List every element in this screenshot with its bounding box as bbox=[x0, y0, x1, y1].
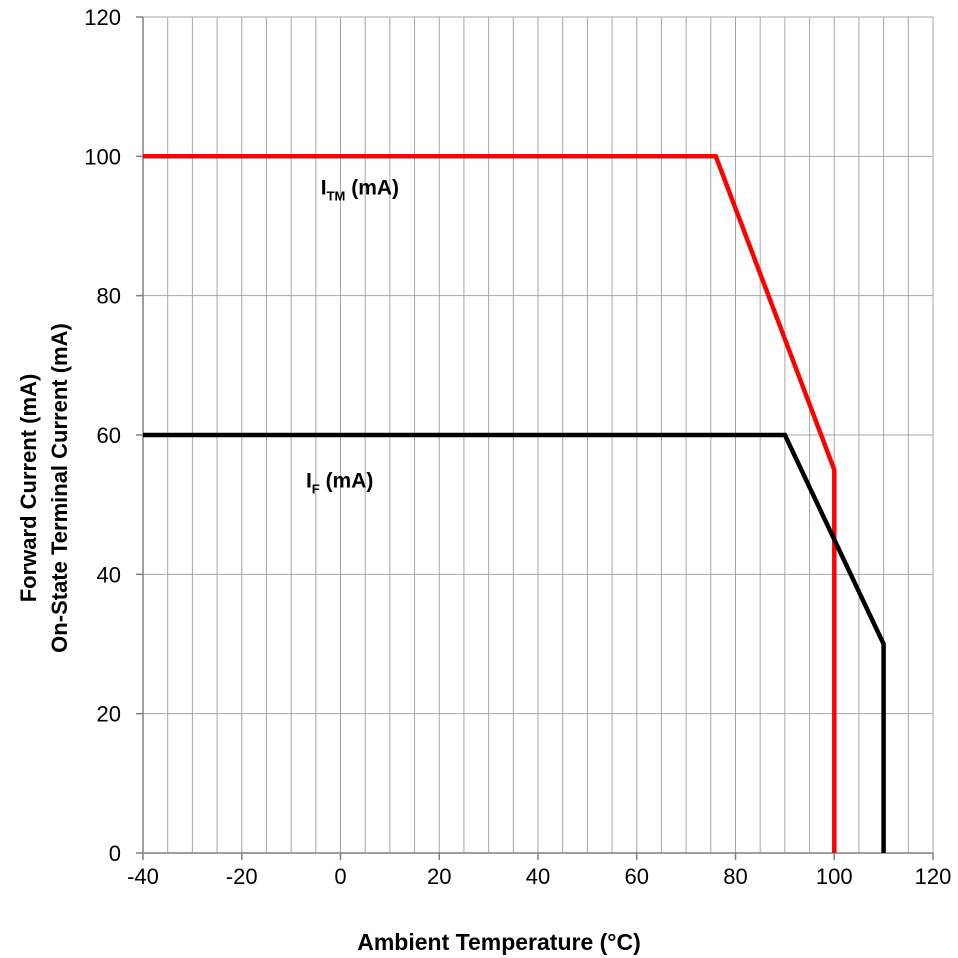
series-label-subscript: F bbox=[312, 481, 320, 496]
y-tick-label: 80 bbox=[97, 284, 121, 309]
x-tick-label: 120 bbox=[915, 864, 952, 889]
x-tick-label: 80 bbox=[723, 864, 747, 889]
series-label-1: IF (mA) bbox=[306, 469, 373, 496]
series-label-subscript: TM bbox=[327, 189, 346, 204]
x-tick-label: 60 bbox=[625, 864, 649, 889]
x-tick-label: -20 bbox=[226, 864, 258, 889]
series-label-unit: (mA) bbox=[345, 177, 399, 200]
x-tick-label: 100 bbox=[816, 864, 853, 889]
x-axis-title: Ambient Temperature (°C) bbox=[357, 929, 641, 955]
y-tick-label: 40 bbox=[97, 562, 121, 587]
series-label-unit: (mA) bbox=[320, 469, 374, 492]
series-lines bbox=[143, 154, 886, 853]
series-label-0: ITM (mA) bbox=[321, 177, 399, 204]
series-label-main: I bbox=[321, 177, 327, 200]
x-tick-label: -40 bbox=[127, 864, 159, 889]
y-axis-title-line1: Forward Current (mA) bbox=[16, 374, 41, 603]
series-line-0 bbox=[143, 154, 837, 853]
x-tick-label: 40 bbox=[526, 864, 550, 889]
y-tick-label: 100 bbox=[84, 144, 121, 169]
axes bbox=[136, 16, 934, 860]
series-line-1 bbox=[143, 432, 886, 853]
y-tick-label: 120 bbox=[84, 5, 121, 30]
y-tick-label: 0 bbox=[109, 841, 121, 866]
x-tick-label: 0 bbox=[334, 864, 346, 889]
tick-labels: -40 -20 0 20 40 60 80 100 120 0 20 40 60 80 100 120 bbox=[84, 5, 951, 889]
x-tick-label: 20 bbox=[427, 864, 451, 889]
series-annotations: ITM (mA)IF (mA) bbox=[306, 177, 399, 497]
y-tick-label: 20 bbox=[97, 702, 121, 727]
series-label-main: I bbox=[306, 469, 312, 492]
y-axis-title-line2: On-State Terminal Current (mA) bbox=[47, 323, 72, 653]
y-tick-label: 60 bbox=[97, 423, 121, 448]
